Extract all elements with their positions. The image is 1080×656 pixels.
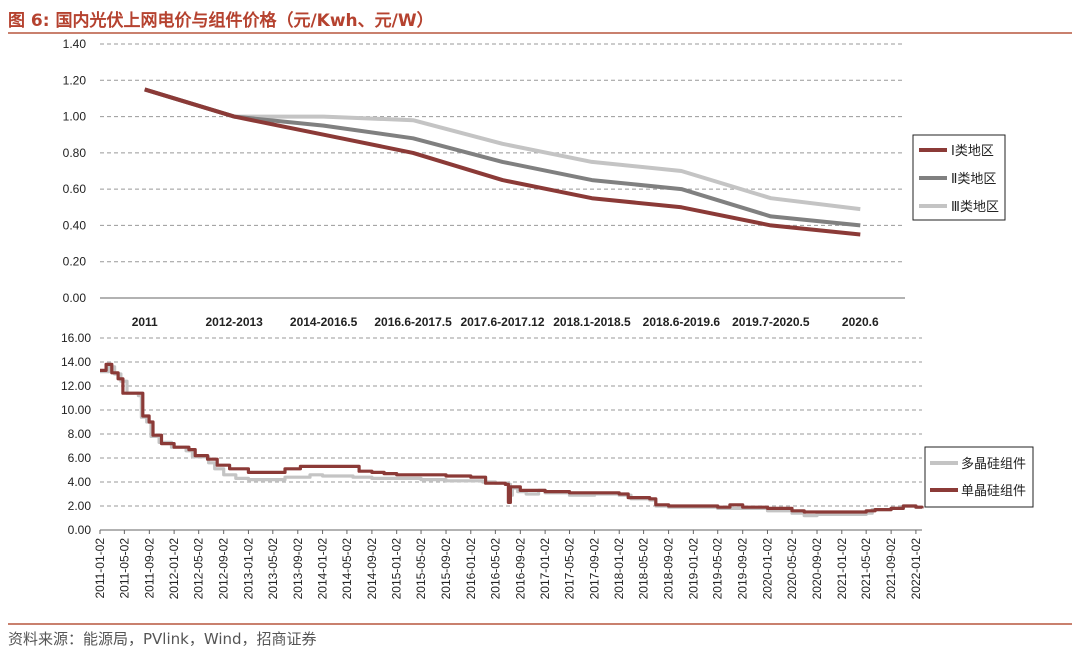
chart1-y-tick-label: 1.20 <box>63 73 87 87</box>
chart2-x-tick-label: 2012-09-02 <box>217 538 231 600</box>
chart2-x-tick-label: 2018-05-02 <box>637 538 651 600</box>
chart2-x-tick-label: 2015-09-02 <box>439 538 453 600</box>
chart2-y-tick-label: 16.00 <box>61 331 91 345</box>
chart2-x-tick-label: 2021-05-02 <box>859 538 873 600</box>
chart2-x-tick-label: 2013-09-02 <box>291 538 305 600</box>
chart2-x-tick-label: 2022-01-02 <box>909 538 923 600</box>
chart2-legend-label: 单晶硅组件 <box>961 484 1026 499</box>
chart2-x-ticks: 2011-01-02 2011-05-02 2011-09-02 2012-01-02… <box>93 530 923 599</box>
chart1-x-tick-label: 2020.6 <box>842 315 879 329</box>
chart1-x-tick-label: 2014-2016.5 <box>290 315 358 329</box>
chart2-x-tick-label: 2015-01-02 <box>390 538 404 600</box>
chart2-gridlines <box>100 337 922 531</box>
chart1-y-tick-label: 0.00 <box>63 291 87 305</box>
chart2-x-tick-label: 2021-09-02 <box>884 538 898 600</box>
chart2-y-tick-label: 12.00 <box>61 379 91 393</box>
chart2-x-tick-label: 2019-09-02 <box>736 538 750 600</box>
chart2-y-tick-label: 0.00 <box>68 523 92 537</box>
chart1-legend: Ⅰ类地区 Ⅱ类地区 Ⅲ类地区 <box>912 134 1006 221</box>
chart2-y-tick-label: 2.00 <box>68 499 92 513</box>
chart2-x-tick-label: 2018-01-02 <box>612 538 626 600</box>
chart2-x-tick-label: 2015-05-02 <box>414 538 428 600</box>
chart1-x-tick-label: 2018.1-2018.5 <box>553 315 631 329</box>
chart1-series <box>144 87 861 237</box>
chart2-y-tick-label: 8.00 <box>68 427 92 441</box>
chart1-y-tick-label: 0.60 <box>63 182 87 196</box>
source-note: 资料来源：能源局，PVlink，Wind，招商证券 <box>8 630 317 648</box>
chart1-series-line <box>144 87 861 212</box>
chart2-x-tick-label: 2014-01-02 <box>316 538 330 600</box>
chart1-y-tick-label: 0.20 <box>63 255 87 269</box>
chart1-legend-label: Ⅲ类地区 <box>951 200 999 215</box>
chart1-legend-label: Ⅰ类地区 <box>951 144 994 159</box>
chart1-series-line <box>144 87 861 228</box>
chart2-x-tick-label: 2014-05-02 <box>340 538 354 600</box>
chart2-x-tick-label: 2014-09-02 <box>365 538 379 600</box>
chart2-x-tick-label: 2021-01-02 <box>835 538 849 600</box>
chart1-x-tick-label: 2011 <box>132 315 158 329</box>
chart1-x-tick-label: 2018.6-2019.6 <box>643 315 721 329</box>
chart1-x-tick-label: 2017.6-2017.12 <box>460 315 544 329</box>
chart2-x-tick-label: 2019-05-02 <box>711 538 725 600</box>
chart2-y-tick-label: 10.00 <box>61 403 91 417</box>
chart1-y-ticks: 0.00 0.20 0.40 0.60 0.80 1.00 1.20 1.40 <box>63 37 87 305</box>
figure-title: 图 6: 国内光伏上网电价与组件价格（元/Kwh、元/W） <box>8 11 434 31</box>
footer-divider <box>8 623 1072 625</box>
chart2-x-tick-label: 2013-01-02 <box>241 538 255 600</box>
chart2-legend-label: 多晶硅组件 <box>961 456 1026 472</box>
chart2-x-tick-label: 2017-09-02 <box>588 538 602 600</box>
chart1-x-tick-label: 2016.6-2017.5 <box>374 315 452 329</box>
chart2-x-tick-label: 2011-01-02 <box>93 538 107 599</box>
chart2-x-tick-label: 2011-05-02 <box>117 538 131 599</box>
chart1-x-ticks: 2011 2012-2013 2014-2016.5 2016.6-2017.5 201… <box>132 315 879 329</box>
chart2-x-tick-label: 2012-05-02 <box>192 538 206 600</box>
chart2-x-tick-label: 2019-01-02 <box>686 538 700 600</box>
chart1-y-tick-label: 1.40 <box>63 37 87 51</box>
chart2-y-tick-label: 6.00 <box>68 451 92 465</box>
chart2-x-tick-label: 2013-05-02 <box>266 538 280 600</box>
chart2-x-tick-label: 2017-01-02 <box>538 538 552 600</box>
chart1-y-tick-label: 1.00 <box>63 110 87 124</box>
chart2-x-tick-label: 2020-09-02 <box>810 538 824 600</box>
chart1-x-tick-label: 2019.7-2020.5 <box>732 315 810 329</box>
chart1-legend-label: Ⅱ类地区 <box>951 172 996 187</box>
chart2-legend-box <box>924 446 1034 508</box>
chart1-gridlines <box>100 43 905 299</box>
chart1-y-tick-label: 0.80 <box>63 146 87 160</box>
title-divider <box>8 32 1072 34</box>
chart2-series-line <box>100 362 924 514</box>
chart2-series <box>100 362 924 518</box>
chart1-series-line <box>144 87 861 237</box>
chart2-x-tick-label: 2016-09-02 <box>513 538 527 600</box>
chart1-x-tick-label: 2012-2013 <box>205 315 263 329</box>
chart2-x-tick-label: 2020-01-02 <box>761 538 775 600</box>
chart2-x-tick-label: 2018-09-02 <box>662 538 676 600</box>
chart2-x-tick-label: 2020-05-02 <box>785 538 799 600</box>
chart2-x-tick-label: 2012-01-02 <box>167 538 181 600</box>
chart2-y-tick-label: 4.00 <box>68 475 92 489</box>
chart2-y-ticks: 0.00 2.00 4.00 6.00 8.00 10.00 12.00 14.00 16.00 <box>61 331 91 537</box>
chart2-y-tick-label: 14.00 <box>61 355 91 369</box>
chart2-x-tick-label: 2017-05-02 <box>563 538 577 600</box>
chart1-y-tick-label: 0.40 <box>63 218 87 232</box>
chart2-x-tick-label: 2016-05-02 <box>488 538 502 600</box>
chart2-x-tick-label: 2011-09-02 <box>142 538 156 599</box>
chart2-x-tick-label: 2016-01-02 <box>464 538 478 600</box>
